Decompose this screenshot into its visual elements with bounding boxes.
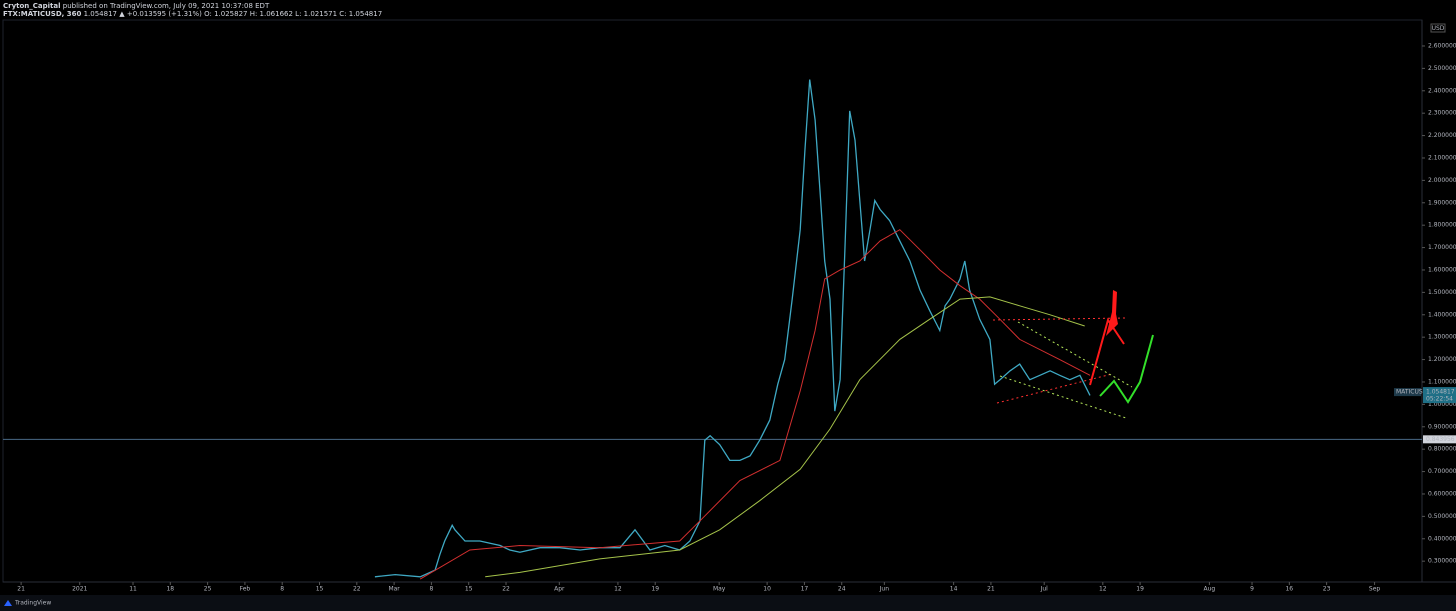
quote: 1.054817 ▲ +0.013595 (+1.31%) O: 1.02582… — [84, 10, 383, 18]
moving-average — [419, 229, 1091, 580]
footer-bar — [0, 595, 1456, 611]
logo — [4, 600, 12, 606]
y-tick-label: 0.800000 — [1428, 446, 1456, 453]
footer-brand: TradingView — [14, 600, 51, 607]
currency: USD — [1432, 25, 1445, 32]
x-tick-label: 22 — [353, 586, 361, 593]
x-tick-label: 12 — [614, 586, 622, 593]
y-tick-label: 1.500000 — [1428, 289, 1456, 296]
x-tick-label: 21 — [987, 586, 995, 593]
x-tick-label: 11 — [129, 586, 137, 593]
x-tick-label: 16 — [1285, 586, 1293, 593]
x-tick-label: 17 — [801, 586, 809, 593]
price-tag — [1423, 387, 1456, 404]
x-tick-label: 2021 — [72, 586, 87, 593]
symbol-tag — [1394, 388, 1421, 397]
green-path — [1099, 334, 1154, 404]
x-tick-label: 8 — [430, 586, 434, 593]
published: published on TradingView.com, July 09, 2… — [63, 2, 270, 10]
y-tick-label: 0.900000 — [1428, 423, 1456, 430]
y-tick-label: 2.200000 — [1428, 132, 1456, 139]
x-tick-label: 15 — [465, 586, 473, 593]
header-line-2: FTX:MATICUSD, 360 1.054817 ▲ +0.013595 (… — [3, 10, 382, 18]
hline-label: 0.843956 — [1426, 436, 1455, 443]
y-tick-label: 1.600000 — [1428, 266, 1456, 273]
y-tick-label: 1.900000 — [1428, 199, 1456, 206]
y-tick-label: 1.300000 — [1428, 334, 1456, 341]
currency-box — [1430, 23, 1446, 33]
y-tick-label: 0.300000 — [1428, 558, 1456, 565]
y-tick-label: 1.100000 — [1428, 378, 1456, 385]
header-line-1: Cryton_Capital published on TradingView.… — [3, 2, 270, 10]
x-tick-label: Mar — [388, 586, 400, 593]
y-tick-label: 1.000000 — [1428, 401, 1456, 408]
x-tick-label: 22 — [502, 586, 510, 593]
x-tick-label: 19 — [651, 586, 659, 593]
x-tick-label: May — [713, 586, 726, 593]
y-tick-label: 1.200000 — [1428, 356, 1456, 363]
y-tick-label: 2.100000 — [1428, 154, 1456, 161]
x-tick-label: 23 — [1323, 586, 1331, 593]
x-tick-label: 9 — [1250, 586, 1254, 593]
x-tick-label: 14 — [950, 586, 958, 593]
moving-average — [485, 296, 1085, 578]
y-tick-label: 0.400000 — [1428, 535, 1456, 542]
x-tick-label: 8 — [280, 586, 284, 593]
price-tag-countdown: 05:22:54 — [1426, 396, 1453, 403]
x-tick-label: 15 — [316, 586, 324, 593]
x-tick-label: 24 — [838, 586, 846, 593]
y-tick-label: 2.400000 — [1428, 87, 1456, 94]
x-tick-label: 10 — [763, 586, 771, 593]
x-tick-label: Sep — [1369, 586, 1381, 593]
y-tick-label: 1.700000 — [1428, 244, 1456, 251]
x-tick-label: Aug — [1204, 586, 1216, 593]
y-tick-label: 1.400000 — [1428, 311, 1456, 318]
price-tag-value: 1.054817 — [1426, 389, 1455, 396]
y-tick-label: 0.600000 — [1428, 490, 1456, 497]
x-tick-label: Apr — [554, 586, 565, 593]
author: Cryton_Capital — [3, 2, 61, 10]
resistance-line — [992, 317, 1126, 321]
drawings — [992, 290, 1154, 419]
price-line — [374, 79, 1091, 578]
x-tick-label: 12 — [1099, 586, 1107, 593]
red-arrow — [1104, 290, 1118, 338]
x-tick-label: Feb — [240, 586, 251, 593]
y-tick-label: 0.500000 — [1428, 513, 1456, 520]
y-tick-label: 2.500000 — [1428, 65, 1456, 72]
symbol: FTX:MATICUSD, 360 — [3, 10, 81, 18]
symbol-tag-label: MATICUSD — [1396, 389, 1428, 396]
x-tick-label: 19 — [1136, 586, 1144, 593]
y-tick-label: 2.600000 — [1428, 42, 1456, 49]
y-tick-label: 0.700000 — [1428, 468, 1456, 475]
channel-top — [1017, 321, 1133, 388]
y-tick-label: 2.300000 — [1428, 110, 1456, 117]
red-path — [1089, 317, 1125, 386]
y-tick-label: 2.000000 — [1428, 177, 1456, 184]
x-tick-label: 25 — [204, 586, 212, 593]
x-tick-label: 18 — [166, 586, 174, 593]
y-tick-label: 1.800000 — [1428, 222, 1456, 229]
x-tick-label: 21 — [17, 586, 25, 593]
channel-bottom — [999, 375, 1127, 419]
hline-tag — [1423, 435, 1456, 444]
x-tick-label: Jun — [879, 586, 890, 593]
x-tick-label: Jul — [1040, 586, 1049, 593]
